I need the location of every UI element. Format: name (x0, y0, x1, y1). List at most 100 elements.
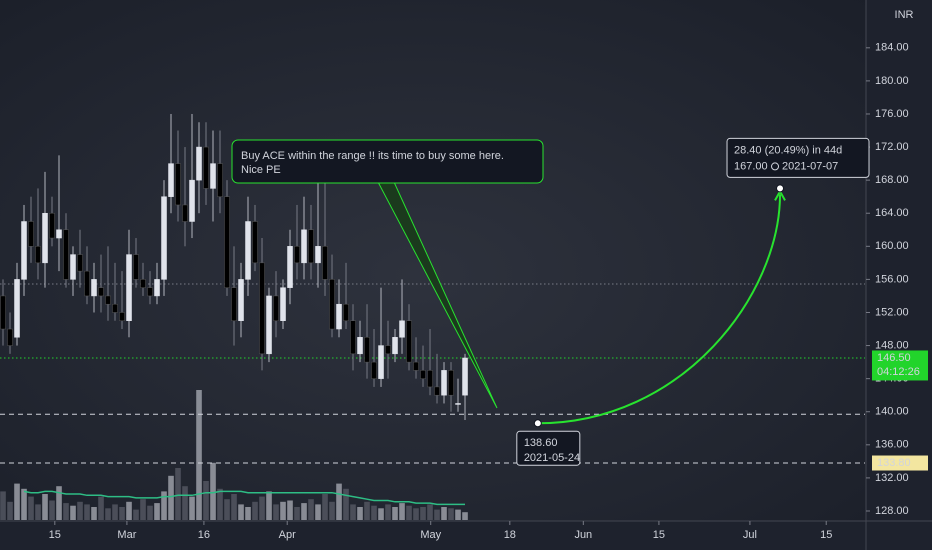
y-tick-label: 176.00 (875, 108, 909, 120)
candle-body (133, 254, 139, 280)
candle-body (84, 270, 90, 297)
volume-bar (175, 468, 181, 520)
candle-body (7, 328, 13, 346)
volume-bar (7, 501, 13, 520)
candle-body (441, 370, 447, 396)
x-tick-label: 15 (49, 529, 61, 541)
candle-body (385, 345, 391, 355)
start-price: 138.60 (524, 437, 558, 449)
volume-bar (224, 499, 230, 520)
candle-body (287, 246, 293, 288)
x-tick-label: Mar (117, 529, 136, 541)
volume-bar (147, 505, 153, 520)
volume-bar (399, 503, 405, 520)
candle-body (406, 320, 412, 363)
countdown-label: 04:12:26 (877, 366, 920, 378)
volume-bar (231, 494, 237, 520)
y-tick-label: 140.00 (875, 406, 909, 418)
candle-body (392, 337, 398, 355)
volume-bar (49, 500, 55, 520)
volume-bar (238, 504, 244, 520)
volume-bar (112, 504, 118, 520)
volume-bar (168, 475, 174, 520)
candle-body (126, 254, 132, 322)
volume-bar (287, 500, 293, 520)
callout: Buy ACE within the range !! its time to … (231, 139, 544, 409)
volume-bar (14, 483, 20, 520)
y-tick-label: 184.00 (875, 42, 909, 54)
candle-body (399, 320, 405, 338)
candle-body (140, 279, 146, 288)
candle-body (231, 287, 237, 322)
end-date: 2021-07-07 (782, 160, 838, 172)
candle-body (413, 361, 419, 371)
candle-body (203, 146, 209, 189)
candle-body (357, 337, 363, 355)
price-label: 146.50 (877, 352, 911, 364)
candle-body (280, 287, 286, 322)
candle-body (217, 163, 223, 197)
candle-body (70, 254, 76, 280)
volume-bar (154, 503, 160, 520)
candle-body (238, 279, 244, 322)
plot (0, 113, 865, 520)
candle-body (420, 370, 426, 379)
candle-body (364, 337, 370, 363)
volume-bar (196, 390, 202, 520)
candle-body (28, 221, 34, 247)
volume-bar (133, 509, 139, 520)
candle-body (112, 303, 118, 313)
volume-bar (427, 504, 433, 520)
candle-body (56, 229, 62, 239)
volume-bar (21, 488, 27, 520)
candle-body (154, 279, 160, 297)
x-tick-label: 18 (504, 529, 516, 541)
volume-bar (350, 504, 356, 520)
price-label-bg (872, 350, 928, 381)
volume-bar (0, 491, 6, 520)
currency: INR (895, 9, 914, 21)
candle-body (462, 357, 468, 396)
volume-bar (56, 486, 62, 520)
price-label: 133.80 (877, 457, 911, 469)
volume-bar (63, 503, 69, 520)
candle-body (182, 204, 188, 222)
start-label-bg (516, 430, 581, 466)
callout-text: Nice PE (241, 164, 281, 176)
candle-body (77, 254, 83, 272)
volume-bar (448, 508, 454, 520)
time-axis-bg (0, 521, 932, 550)
y-tick-label: 180.00 (875, 75, 909, 87)
candle-body (175, 163, 181, 206)
y-tick-label: 148.00 (875, 339, 909, 351)
volume-ma (23, 490, 465, 506)
candle-body (252, 221, 258, 264)
candle-body (329, 279, 335, 330)
x-tick-label: Jul (743, 529, 757, 541)
y-tick-label: 132.00 (875, 472, 909, 484)
volume-bar (357, 507, 363, 520)
candle-body (322, 246, 328, 280)
x-tick-label: 15 (653, 529, 665, 541)
candle-body (245, 221, 251, 280)
candle-body (301, 229, 307, 264)
candle-body (455, 403, 461, 405)
candle-body (273, 295, 279, 322)
volume-bar (28, 496, 34, 520)
volume-bar (259, 496, 265, 520)
volume-bar (385, 504, 391, 520)
end-price: 167.00 (734, 160, 768, 172)
volume-bar (294, 507, 300, 520)
candle-body (343, 303, 349, 322)
volume-bar (105, 508, 111, 520)
volume-bar (371, 505, 377, 520)
volume-bar (315, 504, 321, 520)
candle-body (210, 163, 216, 189)
y-tick-label: 136.00 (875, 439, 909, 451)
x-tick-label: 16 (198, 529, 210, 541)
projection-end (776, 184, 785, 193)
candle-body (49, 212, 55, 239)
volume-bar (210, 462, 216, 520)
volume-bar (203, 481, 209, 520)
